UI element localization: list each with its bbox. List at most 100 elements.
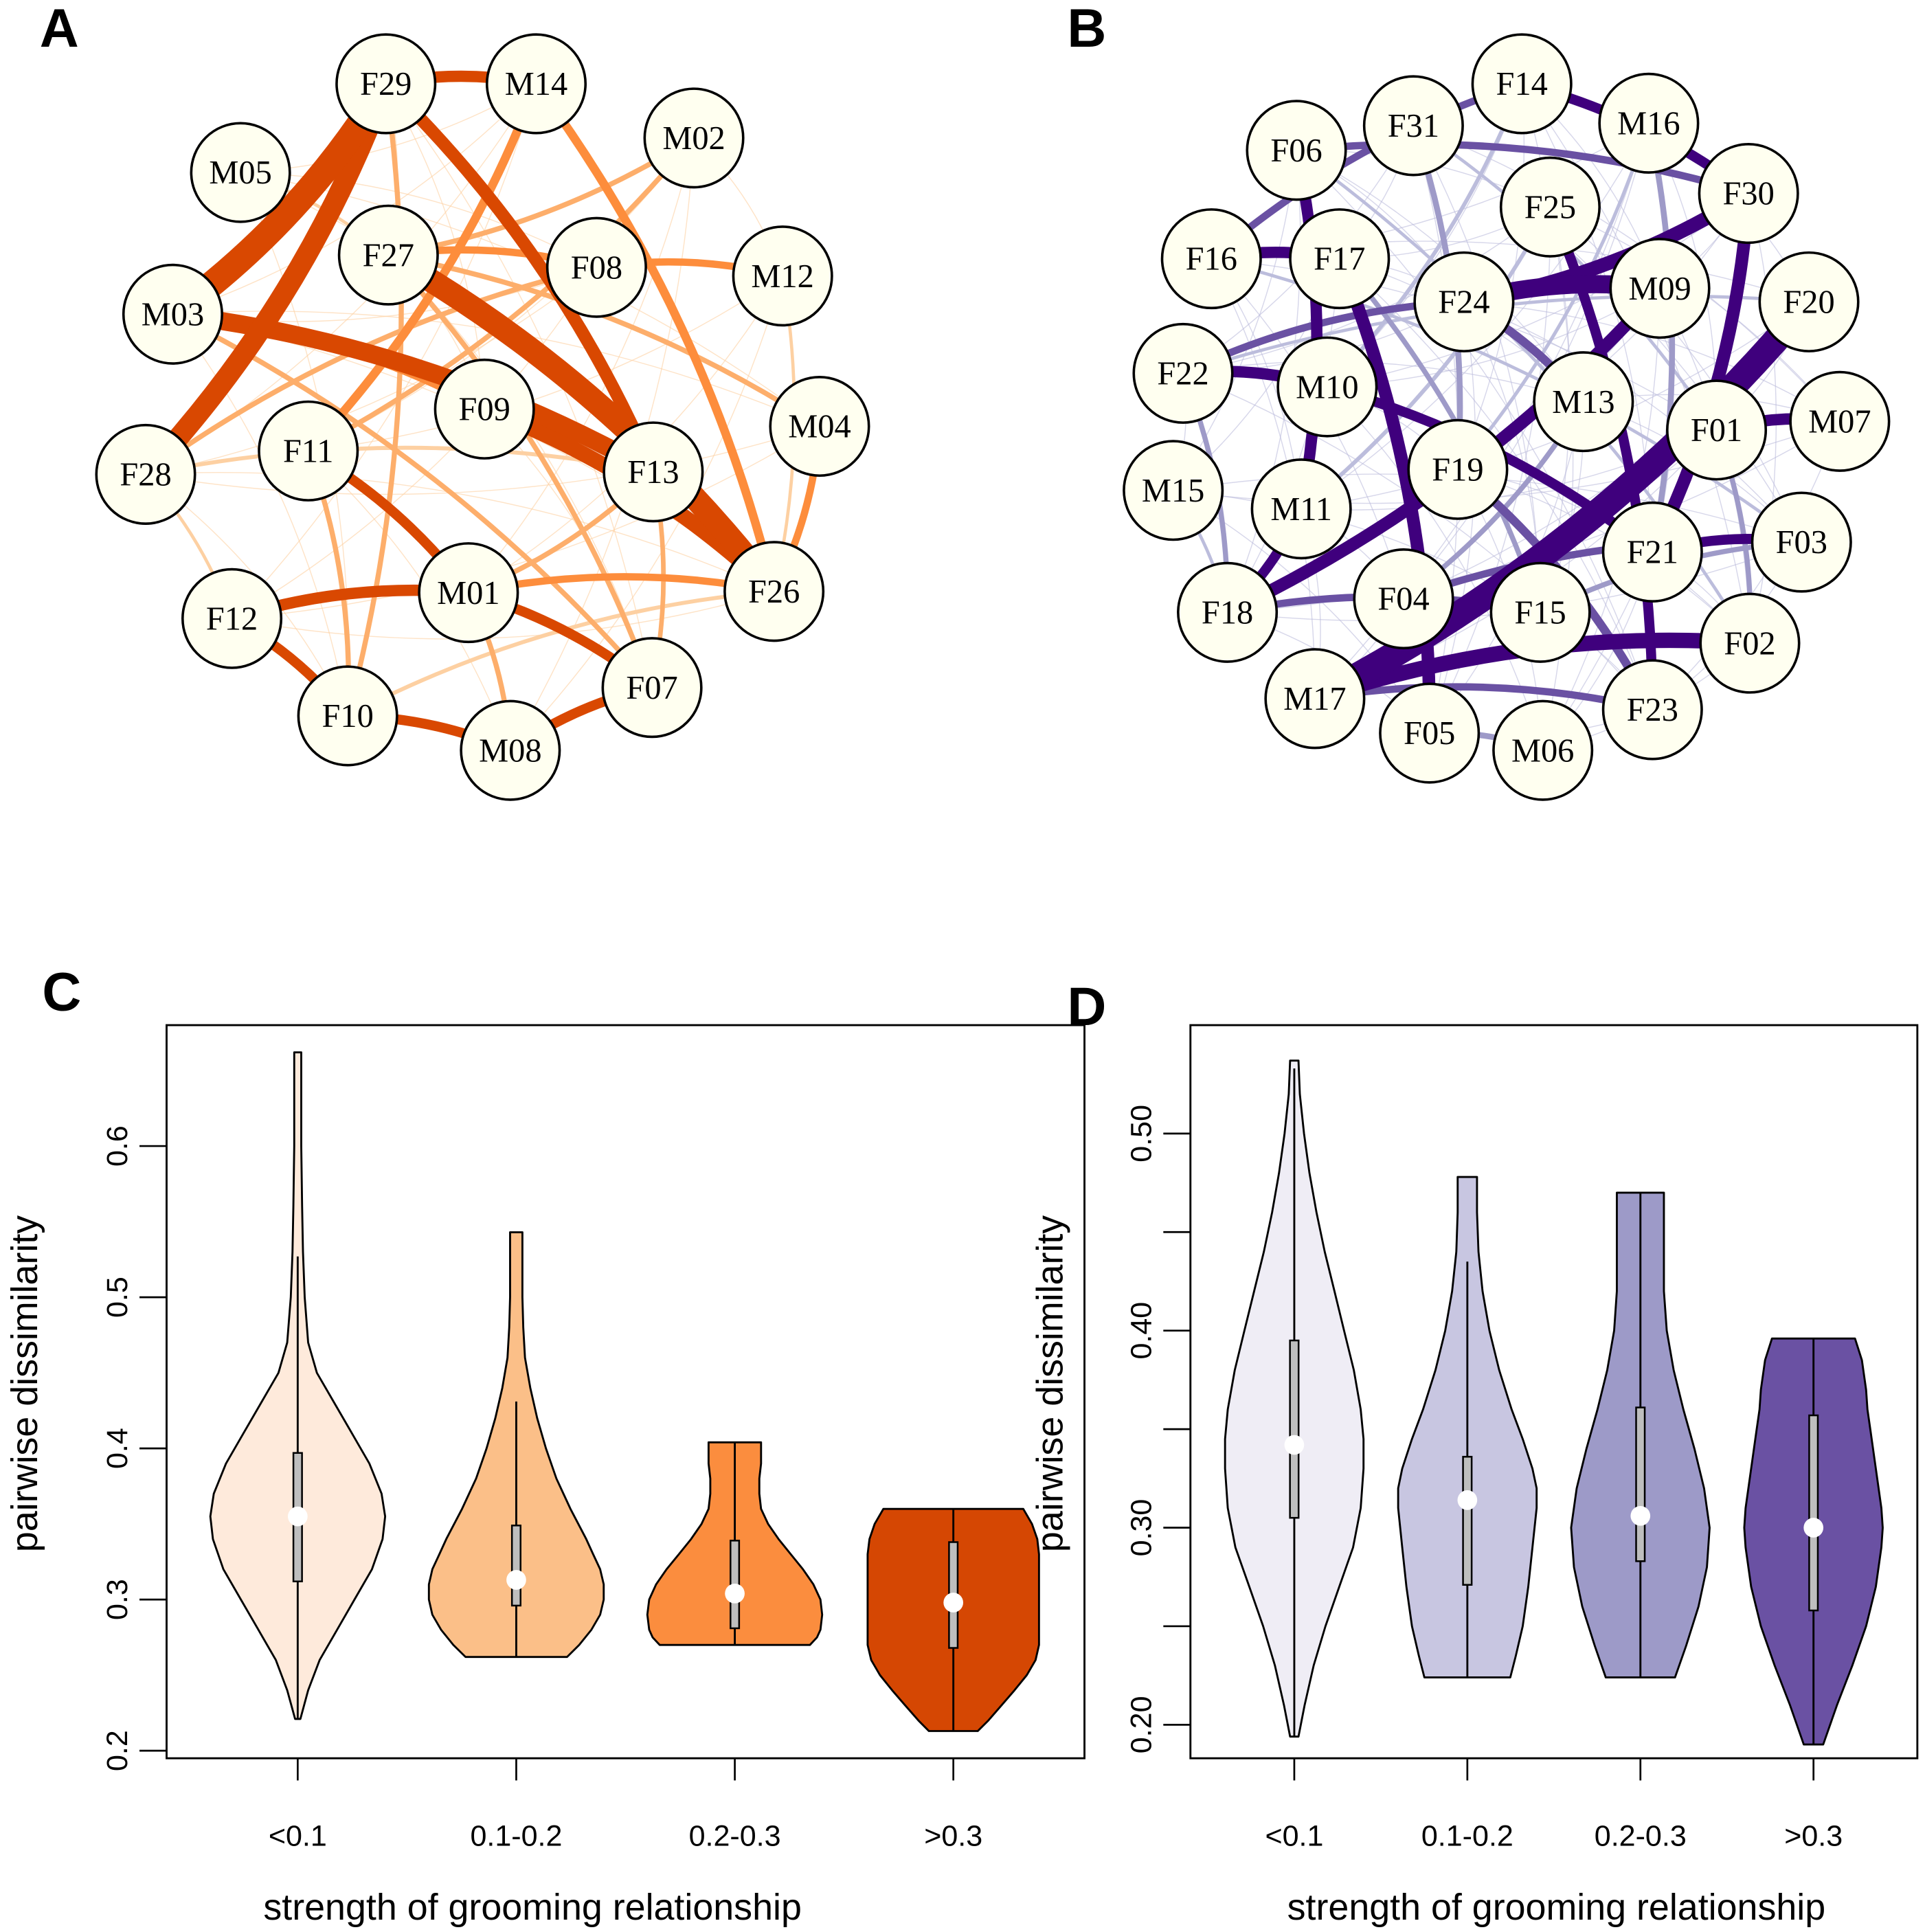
node-circle <box>1699 592 1801 694</box>
node-label: F03 <box>1776 524 1827 561</box>
node-m02: M02 <box>643 87 745 189</box>
violin-median-dot <box>1630 1505 1651 1526</box>
node-circle <box>190 122 291 223</box>
y-tick-label: 0.3 <box>101 1579 134 1620</box>
node-label: M01 <box>437 575 499 611</box>
node-circle <box>1413 251 1515 352</box>
x-axis-d: <0.1 0.1-0.2 0.2-0.3 >0.3 <box>1265 1758 1843 1852</box>
violin-median-dot <box>1803 1518 1824 1538</box>
faint-edge <box>232 591 774 640</box>
node-label: M12 <box>751 258 813 295</box>
node-circle <box>1533 351 1634 453</box>
node-label: F24 <box>1438 284 1489 321</box>
violin-median-dot <box>506 1570 526 1590</box>
faint-edge <box>1182 361 1584 403</box>
node-circle <box>1160 208 1262 310</box>
node-circle <box>418 542 519 644</box>
node-label: M08 <box>479 732 541 769</box>
node-circle <box>601 637 703 739</box>
edge-m02-f11 <box>306 135 697 454</box>
edge-f14-m10 <box>1325 82 1524 390</box>
edge-m16-f19 <box>1456 121 1651 471</box>
node-label: M05 <box>209 155 271 191</box>
edge-f30-f21 <box>1646 187 1755 559</box>
node-m06: M06 <box>1492 699 1594 801</box>
faint-edge <box>1429 302 1476 734</box>
violin-1 <box>1397 1176 1538 1678</box>
node-label: F07 <box>626 670 677 706</box>
edge-f20-m17 <box>1301 289 1823 712</box>
node-f15: F15 <box>1489 561 1591 663</box>
node-label: F23 <box>1627 692 1678 728</box>
faint-edge <box>1457 83 1525 470</box>
node-circle <box>1379 682 1481 784</box>
violin-0 <box>209 1051 387 1720</box>
node-f19: F19 <box>1407 418 1509 520</box>
node-circle <box>1289 208 1391 310</box>
node-label: M11 <box>1270 491 1332 528</box>
plot-frame-d <box>1189 1024 1919 1760</box>
node-circle <box>335 33 437 135</box>
x-tick-label: >0.3 <box>924 1819 982 1852</box>
node-f20: F20 <box>1758 251 1860 352</box>
node-label: M09 <box>1628 271 1691 307</box>
node-label: F27 <box>363 237 414 273</box>
node-f21: F21 <box>1601 501 1703 603</box>
node-circle <box>1246 100 1347 201</box>
x-axis-c: <0.1 0.1-0.2 0.2-0.3 >0.3 <box>269 1758 982 1852</box>
node-label: M04 <box>788 409 851 445</box>
node-label: F08 <box>571 249 622 286</box>
network-a: F29 M14 M02 M05 F27 F08 M12 M03 F09 M04 F11 F28 F13 F… <box>95 33 870 801</box>
node-m13: M13 <box>1533 351 1634 453</box>
node-label: M03 <box>142 296 204 333</box>
panel-letter-a: A <box>40 0 79 58</box>
node-f27: F27 <box>337 204 439 306</box>
faint-edge <box>1226 258 1340 613</box>
node-label: F28 <box>120 457 171 493</box>
node-f10: F10 <box>297 665 398 767</box>
node-label: F06 <box>1270 133 1322 169</box>
y-tick-label: 0.20 <box>1125 1696 1158 1753</box>
node-circle <box>643 87 745 189</box>
edge-f27-m04 <box>385 252 822 429</box>
node-label: F09 <box>459 392 510 428</box>
node-label: F10 <box>322 698 373 734</box>
violin-iqr-box <box>1808 1414 1819 1612</box>
node-circle <box>545 216 647 318</box>
node-f25: F25 <box>1499 156 1601 258</box>
node-f31: F31 <box>1362 75 1464 177</box>
node-circle <box>1353 548 1454 650</box>
x-tick-label: >0.3 <box>1784 1819 1843 1852</box>
node-label: F01 <box>1691 412 1742 449</box>
node-f18: F18 <box>1177 561 1279 663</box>
node-circle <box>258 400 359 502</box>
node-m15: M15 <box>1123 440 1224 541</box>
y-tick-label: 0.2 <box>101 1730 134 1771</box>
y-axis-d: 0.20 0.30 0.40 0.50 <box>1125 1105 1191 1753</box>
node-circle <box>1666 379 1768 481</box>
node-f08: F08 <box>545 216 647 318</box>
panel-letter-c: C <box>42 962 81 1022</box>
violin-chart-c: 0.2 0.3 0.4 0.5 0.6 <0.1 0.1-0.2 0.2-0.3 >0.3 p… <box>4 1024 1085 1928</box>
node-m04: M04 <box>769 375 870 478</box>
node-f03: F03 <box>1750 491 1852 593</box>
edge-f29-f10 <box>345 81 404 719</box>
x-tick-label: 0.2-0.3 <box>689 1819 781 1852</box>
node-label: F13 <box>627 454 679 491</box>
x-tick-label: <0.1 <box>1265 1819 1323 1852</box>
node-circle <box>1598 72 1700 174</box>
node-f29: F29 <box>335 33 437 135</box>
node-f16: F16 <box>1160 208 1262 310</box>
node-f14: F14 <box>1471 33 1573 135</box>
edge-f27-f26 <box>376 243 786 603</box>
node-m07: M07 <box>1789 370 1891 472</box>
node-label: F30 <box>1723 176 1775 212</box>
plot-frame-c <box>166 1024 1085 1760</box>
node-f07: F07 <box>601 637 703 739</box>
node-circle <box>1276 336 1378 438</box>
node-circle <box>181 568 283 669</box>
node-circle <box>1698 143 1799 245</box>
node-f17: F17 <box>1289 208 1391 310</box>
node-label: F29 <box>360 66 412 102</box>
